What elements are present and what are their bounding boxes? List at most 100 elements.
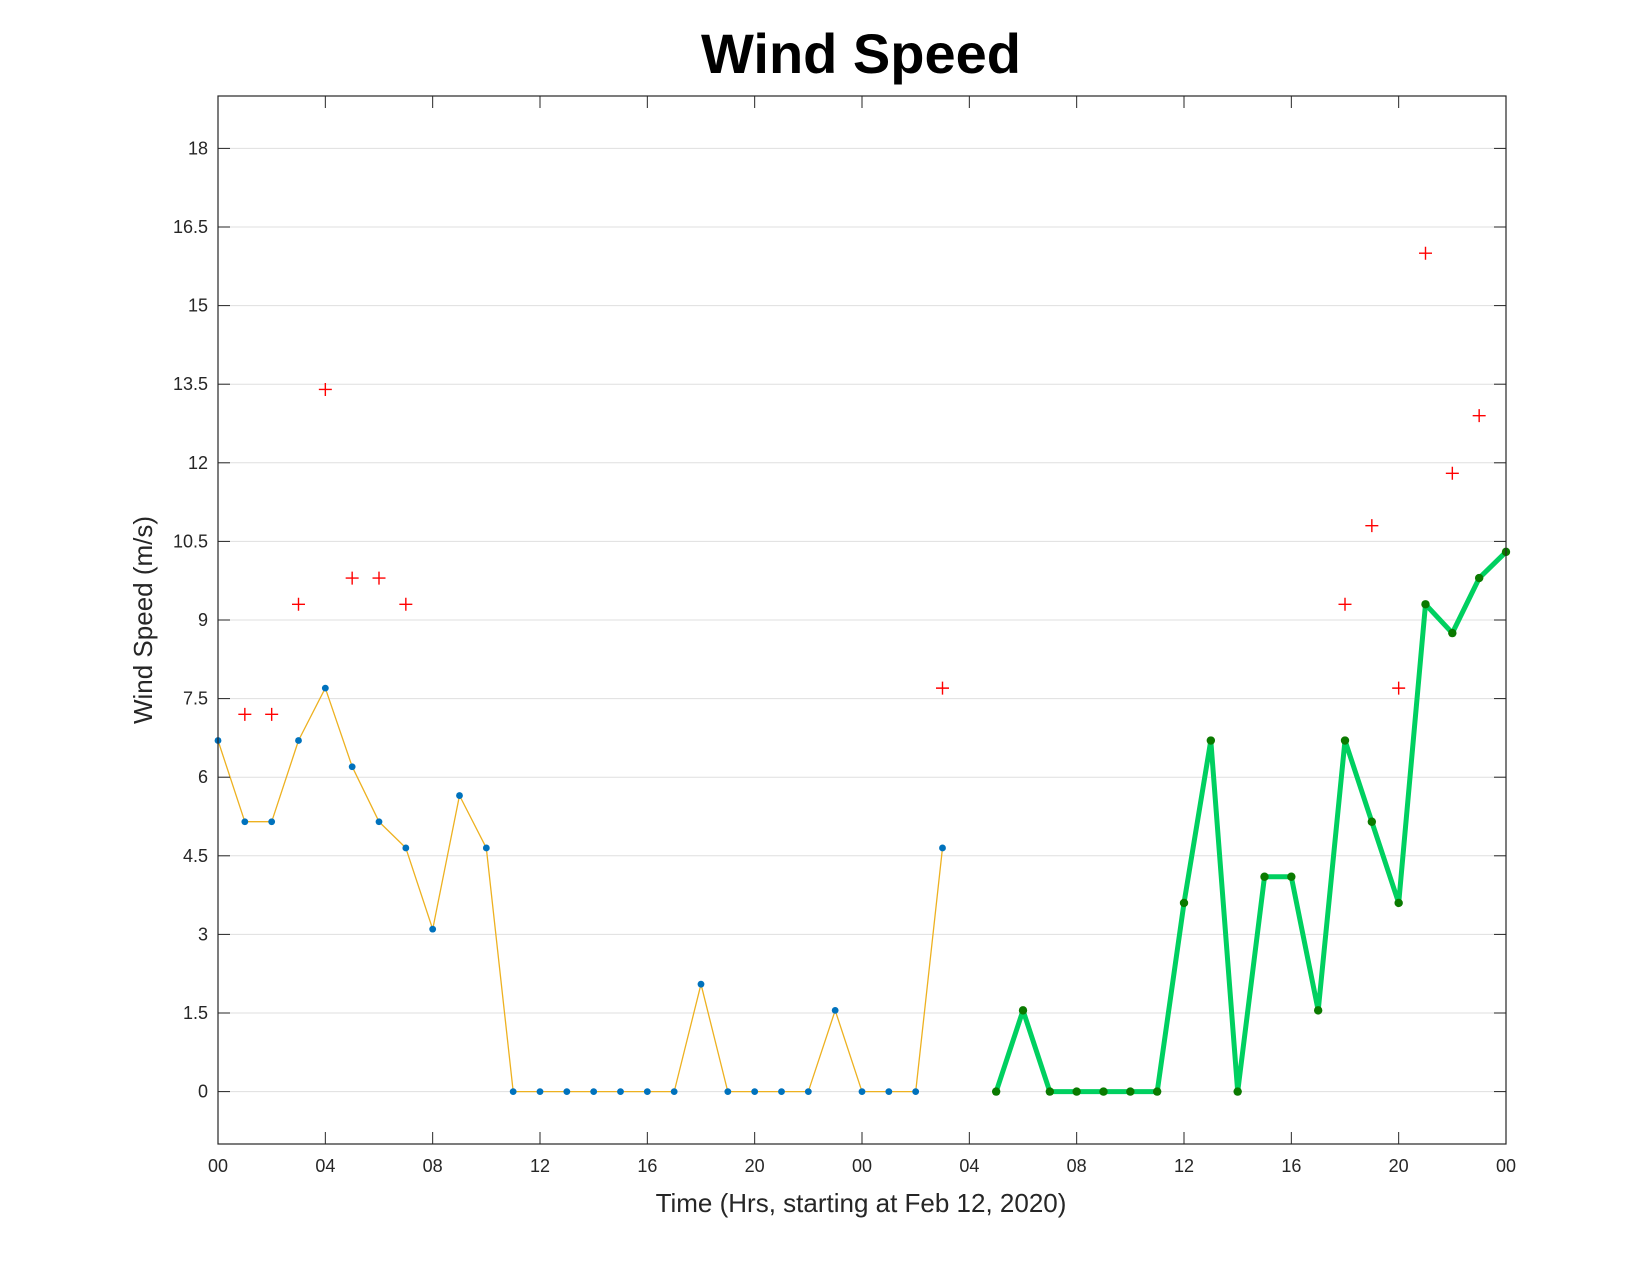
x-tick-label: 04 [959,1156,979,1176]
x-tick-label: 00 [208,1156,228,1176]
data-point [912,1088,920,1095]
y-tick-label: 3 [198,924,208,944]
data-point [1045,1087,1055,1096]
data-point [697,980,705,988]
x-tick-label: 00 [852,1156,872,1176]
plus-marker [936,681,949,695]
tick-labels: 0 1.5 3 4.5 6 7.5 9 10.5 12 13.5 15 16.5 18 00 04 08 12 1… [173,138,1516,1176]
data-point [402,844,410,852]
plus-marker [1472,409,1486,423]
data-point [563,1088,571,1095]
plus-marker [372,571,386,585]
series-line [217,687,944,1093]
data-point [617,1088,624,1095]
plus-marker [399,597,413,611]
data-point [1474,573,1484,583]
data-point [509,1088,517,1095]
data-point [321,684,329,692]
series-2 [238,246,1486,721]
data-point [348,763,356,771]
data-point [1179,898,1189,908]
data-point [295,737,302,744]
y-tick-label: 18 [188,138,208,158]
data-point [375,818,383,826]
data-point [536,1088,544,1095]
data-point [1099,1087,1108,1096]
data-point [1421,600,1430,609]
data-point [1260,872,1269,881]
x-axis-title: Time (Hrs, starting at Feb 12, 2020) [656,1188,1067,1218]
data-point [456,792,463,799]
plus-marker [345,571,359,585]
y-tick-label: 16.5 [173,217,208,237]
data-point [858,1088,866,1095]
y-tick-label: 4.5 [183,846,208,866]
data-point [1152,1087,1162,1096]
data-point [885,1088,893,1095]
data-point [482,844,490,852]
y-tick-label: 9 [198,610,208,630]
data-point [751,1088,759,1095]
plus-marker [238,707,252,721]
y-tick-label: 13.5 [173,374,208,394]
data-point [831,1006,839,1014]
data-point [1018,1006,1028,1015]
x-tick-label: 00 [1496,1156,1516,1176]
data-point [804,1088,812,1095]
x-tick-label: 16 [637,1156,657,1176]
grid-lines [218,147,1506,1093]
y-tick-label: 10.5 [173,531,208,551]
data-point [1367,817,1377,826]
series-0 [214,684,946,1095]
series-1 [991,547,1511,1096]
data-point [1126,1087,1135,1096]
data-point [429,925,437,933]
y-axis-title: Wind Speed (m/s) [128,516,158,724]
data-point [268,818,276,826]
plus-marker [318,382,332,396]
y-tick-label: 12 [188,453,208,473]
y-tick-label: 15 [188,296,208,316]
chart-title: Wind Speed [701,22,1021,85]
data-point [724,1088,732,1095]
data-point [241,818,249,826]
plus-marker [1392,681,1406,695]
data-point [1394,898,1403,908]
y-tick-label: 1.5 [183,1003,208,1023]
x-tick-label: 08 [1067,1156,1087,1176]
data-point [1287,872,1296,881]
data-point [643,1088,651,1095]
data-point [1233,1087,1242,1096]
series-line [993,549,1509,1095]
plus-marker [1419,246,1432,260]
plus-marker [1365,519,1379,533]
x-tick-label: 08 [423,1156,443,1176]
data-point [991,1087,1001,1096]
data-point [1206,736,1216,745]
x-tick-label: 12 [1174,1156,1194,1176]
axes-frame [217,95,1507,1145]
data-point [1072,1087,1081,1096]
data-point [778,1088,785,1095]
plus-marker [1445,466,1459,480]
y-tick-label: 6 [198,767,208,787]
y-tick-label: 7.5 [183,689,208,709]
x-tick-label: 12 [530,1156,550,1176]
plus-marker [292,597,305,611]
plus-marker [1338,597,1352,611]
x-tick-label: 20 [745,1156,765,1176]
data-point [670,1088,678,1095]
data-series [214,246,1511,1096]
data-point [1340,736,1350,745]
data-point [939,844,946,852]
data-point [1448,628,1457,638]
data-point [590,1088,598,1095]
x-tick-label: 20 [1389,1156,1409,1176]
y-tick-label: 0 [198,1082,208,1102]
data-point [1313,1006,1323,1015]
x-tick-label: 16 [1281,1156,1301,1176]
x-tick-label: 04 [315,1156,335,1176]
plus-marker [265,707,279,721]
